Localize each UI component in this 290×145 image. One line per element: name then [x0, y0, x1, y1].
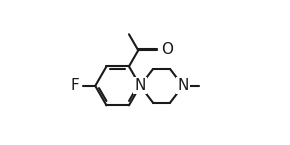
Text: O: O: [161, 42, 173, 57]
Text: N: N: [177, 78, 188, 93]
Text: N: N: [135, 78, 146, 93]
Text: F: F: [71, 78, 79, 93]
